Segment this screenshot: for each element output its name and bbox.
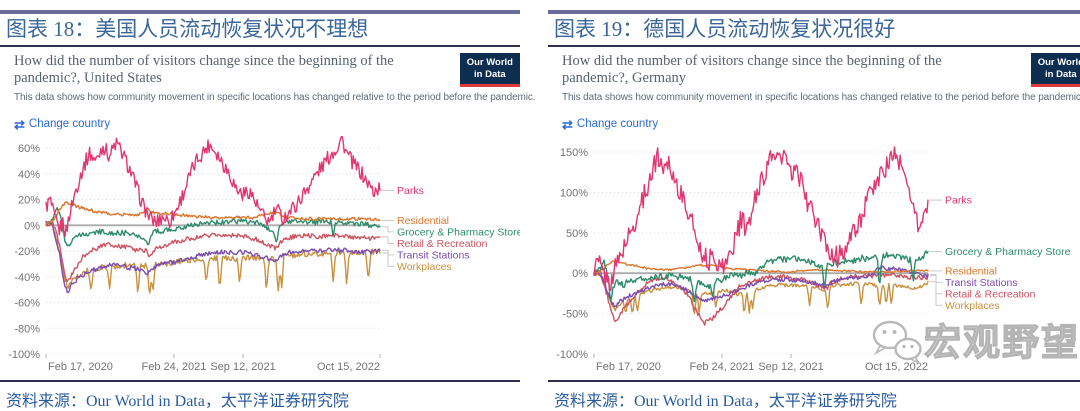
legend-label-transit-stations[interactable]: Transit Stations <box>945 276 1018 288</box>
source-note: 资料来源：Our World in Data，太平洋证券研究院 <box>554 392 897 410</box>
x-tick-label: Feb 24, 2021 <box>690 361 755 373</box>
x-tick-label: Feb 17, 2020 <box>596 361 661 373</box>
legend-label-retail-recreation[interactable]: Retail & Recreation <box>945 288 1036 300</box>
y-tick-label: -80% <box>14 323 40 335</box>
change-country-button[interactable]: ⇄ Change country <box>14 118 110 131</box>
owid-logo-line2: in Data <box>1045 69 1077 81</box>
series-line-residential[interactable] <box>593 259 929 274</box>
legend-connector <box>382 252 394 267</box>
top-accent-bar <box>0 10 520 14</box>
legend-label-residential[interactable]: Residential <box>397 214 449 226</box>
chart-card-us: 图表 18：美国人员流动恢复状况不理想 How did the number o… <box>0 0 536 411</box>
series-line-grocery-pharmacy-stores[interactable] <box>45 206 381 247</box>
x-tick-label: Sep 12, 2021 <box>758 361 823 373</box>
owid-logo-line1: Our World <box>1037 56 1080 68</box>
mobility-line-chart-germany[interactable]: 150% 100% 50% 0% -50% -100% Feb 17, 2020 Feb 24… <box>548 136 1080 380</box>
chart-card-germany: 图表 19：德国人员流动恢复状况很好 How did the number of… <box>548 0 1080 411</box>
legend-connector <box>930 280 942 306</box>
owid-logo[interactable]: Our World in Data <box>459 52 520 88</box>
y-tick-label: -40% <box>14 271 40 283</box>
y-tick-label: 0% <box>24 220 40 232</box>
legend-connector <box>382 235 394 244</box>
x-tick-label: Sep 12, 2021 <box>210 361 275 373</box>
mobility-line-chart-us[interactable]: 60% 40% 20% 0% -20% -40% -60% -80% -100% Feb 17, … <box>0 135 520 380</box>
series-line-retail-recreation[interactable] <box>593 269 929 326</box>
source-note: 资料来源：Our World in Data，太平洋证券研究院 <box>6 392 349 410</box>
legend-label-workplaces[interactable]: Workplaces <box>397 260 452 272</box>
y-tick-label: 150% <box>560 147 588 159</box>
owid-logo[interactable]: Our World in Data <box>1030 52 1080 88</box>
series-line-grocery-pharmacy-store[interactable] <box>593 249 929 302</box>
y-tick-label: -50% <box>562 308 588 320</box>
swap-arrows-icon: ⇄ <box>14 116 25 132</box>
legend-label-parks[interactable]: Parks <box>397 185 424 197</box>
figure-title: 图表 19：德国人员流动恢复状况很好 <box>548 14 1080 47</box>
y-tick-label: -100% <box>8 349 40 361</box>
series-line-transit-stations[interactable] <box>45 220 381 293</box>
legend-label-residential[interactable]: Residential <box>945 265 997 277</box>
y-tick-label: 0% <box>572 268 588 280</box>
change-country-label: Change country <box>28 118 111 131</box>
legend-label-transit-stations[interactable]: Transit Stations <box>397 249 470 261</box>
legend-connector <box>382 225 394 232</box>
chart-description: This data shows how community movement i… <box>14 91 536 103</box>
chart-description: This data shows how community movement i… <box>562 91 1080 103</box>
series-line-parks[interactable] <box>45 135 381 237</box>
y-tick-label: -20% <box>14 246 40 258</box>
chart-question-title: How did the number of visitors change si… <box>14 52 394 87</box>
change-country-label: Change country <box>576 118 659 131</box>
owid-embed: How did the number of visitors change si… <box>0 47 536 380</box>
legend-label-workplaces[interactable]: Workplaces <box>945 299 1000 311</box>
y-tick-label: 60% <box>18 143 40 155</box>
chart-question-title: How did the number of visitors change si… <box>562 52 942 87</box>
y-tick-label: 40% <box>18 168 40 180</box>
swap-arrows-icon: ⇄ <box>562 116 573 132</box>
owid-embed: How did the number of visitors change si… <box>548 47 1080 380</box>
x-tick-label: Feb 24, 2021 <box>142 361 207 373</box>
y-tick-label: 100% <box>560 187 588 199</box>
divider <box>0 379 520 382</box>
figure-title: 图表 18：美国人员流动恢复状况不理想 <box>0 14 520 47</box>
y-tick-label: 50% <box>566 227 588 239</box>
legend-label-retail-recreation[interactable]: Retail & Recreation <box>397 237 488 249</box>
y-tick-label: -100% <box>556 349 588 361</box>
owid-logo-line1: Our World <box>466 56 513 68</box>
change-country-button[interactable]: ⇄ Change country <box>562 118 658 131</box>
y-tick-label: -60% <box>14 297 40 309</box>
x-tick-label: Oct 15, 2022 <box>317 361 380 373</box>
y-tick-label: 20% <box>18 194 40 206</box>
owid-logo-line2: in Data <box>474 69 506 81</box>
series-line-parks[interactable] <box>593 145 929 291</box>
x-tick-label: Feb 17, 2020 <box>48 361 113 373</box>
legend-label-parks[interactable]: Parks <box>945 194 972 206</box>
x-tick-label: Oct 15, 2022 <box>865 361 928 373</box>
divider <box>548 379 1080 382</box>
series-line-workplaces[interactable] <box>593 271 929 314</box>
top-accent-bar <box>548 10 1080 14</box>
legend-label-grocery-pharmacy-stores[interactable]: Grocery & Pharmacy Stores <box>397 226 520 238</box>
series-line-retail-recreation[interactable] <box>45 220 381 282</box>
series-line-residential[interactable] <box>45 200 381 226</box>
series-line-transit-stations[interactable] <box>593 264 929 307</box>
legend-label-grocery-pharmacy-store[interactable]: Grocery & Pharmacy Store <box>945 246 1071 258</box>
series-line-workplaces[interactable] <box>45 220 381 294</box>
